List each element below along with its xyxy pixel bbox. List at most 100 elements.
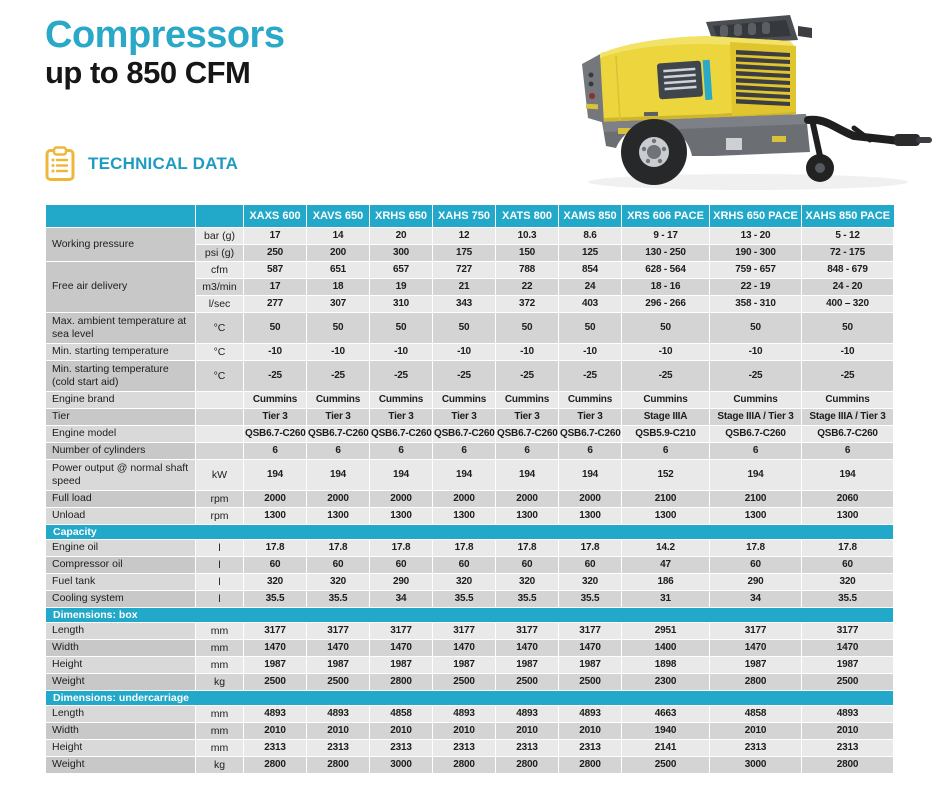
value-cell: 296 - 266 bbox=[621, 294, 710, 313]
value-cell: 17.8 bbox=[432, 538, 496, 557]
value-cell: 343 bbox=[432, 294, 496, 313]
value-cell: Cummins bbox=[243, 390, 307, 409]
value-cell: -25 bbox=[621, 359, 710, 392]
value-cell: 22 bbox=[495, 277, 559, 296]
value-cell: 200 bbox=[306, 243, 370, 262]
value-cell: 194 bbox=[243, 458, 307, 491]
unit-cell bbox=[195, 441, 244, 460]
value-cell: 848 - 679 bbox=[801, 260, 894, 279]
unit-cell: mm bbox=[195, 655, 244, 674]
column-header: XRHS 650 PACE bbox=[709, 205, 802, 227]
column-header: XAHS 850 PACE bbox=[801, 205, 894, 227]
value-cell: 1987 bbox=[558, 655, 622, 674]
value-cell: 50 bbox=[243, 311, 307, 344]
value-cell: Stage IIIA / Tier 3 bbox=[709, 407, 802, 426]
value-cell: -10 bbox=[432, 342, 496, 361]
value-cell: 194 bbox=[558, 458, 622, 491]
row-label: Power output @ normal shaft speed bbox=[45, 458, 196, 491]
value-cell: -25 bbox=[369, 359, 433, 392]
row-label: Number of cylinders bbox=[45, 441, 196, 460]
value-cell: 1987 bbox=[306, 655, 370, 674]
value-cell: 4858 bbox=[709, 704, 802, 723]
table-row: Cooling system l 35.5 35.5 34 35.5 35.5 35.5 31 3… bbox=[45, 589, 894, 608]
value-cell: 320 bbox=[558, 572, 622, 591]
value-cell: 8.6 bbox=[558, 226, 622, 245]
table-body: Working pressure bar (g) 17 14 20 12 10.3 8.6 9 … bbox=[45, 226, 894, 774]
value-cell: 3177 bbox=[243, 621, 307, 640]
value-cell: 2010 bbox=[558, 721, 622, 740]
value-cell: Tier 3 bbox=[495, 407, 559, 426]
value-cell: -10 bbox=[243, 342, 307, 361]
row-label: Min. starting temperature bbox=[45, 342, 196, 361]
value-cell: QSB6.7-C260 bbox=[243, 424, 307, 443]
value-cell: -25 bbox=[243, 359, 307, 392]
table-row: Working pressure bar (g) 17 14 20 12 10.3 8.6 9 … bbox=[45, 226, 894, 262]
section-title: Capacity bbox=[45, 523, 894, 540]
unit-cell: cfm bbox=[195, 260, 244, 279]
value-cell: 3000 bbox=[369, 755, 433, 774]
value-cell: -25 bbox=[306, 359, 370, 392]
value-cell: Tier 3 bbox=[558, 407, 622, 426]
value-cell: 47 bbox=[621, 555, 710, 574]
table-row: Width mm 1470 1470 1470 1470 1470 1470 1400 1470 1… bbox=[45, 638, 894, 657]
row-label: Width bbox=[45, 721, 196, 740]
page-subtitle: up to 850 CFM bbox=[45, 54, 251, 90]
row-label: Length bbox=[45, 704, 196, 723]
value-cell: 320 bbox=[432, 572, 496, 591]
value-cell: 17.8 bbox=[558, 538, 622, 557]
value-cell: Tier 3 bbox=[369, 407, 433, 426]
value-cell: 10.3 bbox=[495, 226, 559, 245]
table-row: Full load rpm 2000 2000 2000 2000 2000 2000 2100… bbox=[45, 489, 894, 508]
value-cell: QSB6.7-C260 bbox=[432, 424, 496, 443]
section-header-row: Capacity bbox=[45, 523, 894, 540]
value-cell: 277 bbox=[243, 294, 307, 313]
value-cell: Cummins bbox=[709, 390, 802, 409]
value-cell: 2313 bbox=[495, 738, 559, 757]
value-cell: -10 bbox=[621, 342, 710, 361]
value-cell: 6 bbox=[495, 441, 559, 460]
row-label: Engine brand bbox=[45, 390, 196, 409]
value-cell: 2800 bbox=[369, 672, 433, 691]
value-cell: 60 bbox=[558, 555, 622, 574]
section-title: Dimensions: box bbox=[45, 606, 894, 623]
value-cell: QSB5.9-C210 bbox=[621, 424, 710, 443]
row-label: Compressor oil bbox=[45, 555, 196, 574]
unit-cell: l bbox=[195, 572, 244, 591]
value-cell: 372 bbox=[495, 294, 559, 313]
value-cell: 2300 bbox=[621, 672, 710, 691]
value-cell: 3177 bbox=[709, 621, 802, 640]
table-row: Width mm 2010 2010 2010 2010 2010 2010 1940 2010 2… bbox=[45, 721, 894, 740]
value-cell: -25 bbox=[432, 359, 496, 392]
value-cell: Cummins bbox=[306, 390, 370, 409]
value-cell: 2141 bbox=[621, 738, 710, 757]
value-cell: 1300 bbox=[243, 506, 307, 525]
column-header: XAMS 850 bbox=[558, 205, 622, 227]
table-row: Engine oil l 17.8 17.8 17.8 17.8 17.8 17.8 14.2 1… bbox=[45, 538, 894, 557]
value-cell: 18 - 16 bbox=[621, 277, 710, 296]
column-header: XRS 606 PACE bbox=[621, 205, 710, 227]
row-label: Engine oil bbox=[45, 538, 196, 557]
unit-cell: °C bbox=[195, 359, 244, 392]
technical-data-label: TECHNICAL DATA bbox=[88, 154, 239, 173]
value-cell: Stage IIIA bbox=[621, 407, 710, 426]
value-cell: 6 bbox=[709, 441, 802, 460]
column-header-blank-label bbox=[45, 205, 196, 227]
value-cell: Cummins bbox=[558, 390, 622, 409]
row-label: Max. ambient temperature at sea level bbox=[45, 311, 196, 344]
row-label: Width bbox=[45, 638, 196, 657]
unit-cell: kg bbox=[195, 672, 244, 691]
value-cell: 358 - 310 bbox=[709, 294, 802, 313]
table-row: Compressor oil l 60 60 60 60 60 60 47 60 60 bbox=[45, 555, 894, 574]
unit-cell: l bbox=[195, 555, 244, 574]
value-cell: 628 - 564 bbox=[621, 260, 710, 279]
value-cell: 2800 bbox=[801, 755, 894, 774]
unit-cell: psi (g) bbox=[195, 243, 244, 262]
value-cell: 13 - 20 bbox=[709, 226, 802, 245]
value-cell: 2010 bbox=[306, 721, 370, 740]
value-cell: 35.5 bbox=[495, 589, 559, 608]
value-cell: 17.8 bbox=[801, 538, 894, 557]
value-cell: 34 bbox=[709, 589, 802, 608]
value-cell: 657 bbox=[369, 260, 433, 279]
value-cell: 9 - 17 bbox=[621, 226, 710, 245]
unit-cell: kg bbox=[195, 755, 244, 774]
